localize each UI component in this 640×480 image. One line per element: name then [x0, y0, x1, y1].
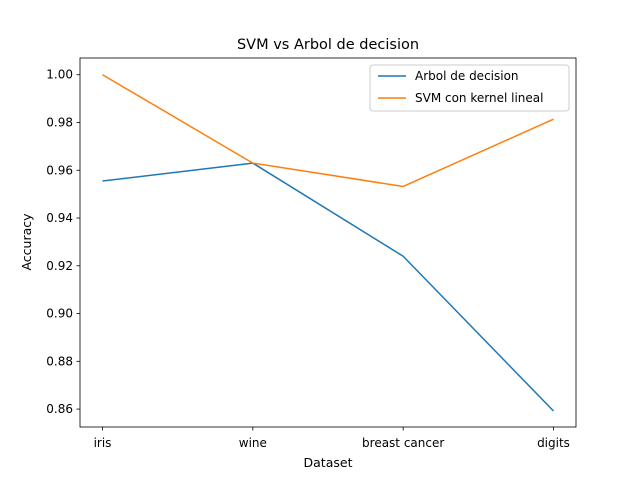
plot-area: 0.86 0.88 0.90 0.92 0.94 0.96 0.98 1.00 iris wine…	[46, 57, 577, 450]
series-line-1	[102, 162, 555, 412]
x-tick-label: digits	[537, 436, 570, 450]
y-tick-label: 0.92	[46, 259, 73, 273]
y-tick-label: 0.94	[46, 211, 73, 225]
x-tick-label: breast cancer	[362, 436, 444, 450]
x-tick-label: wine	[239, 436, 267, 450]
series-line-2	[102, 74, 554, 188]
y-axis-label: Accuracy	[19, 213, 34, 271]
y-tick-label: 0.96	[46, 163, 73, 177]
x-tick-label: iris	[94, 436, 112, 450]
y-tick-label: 0.88	[46, 354, 73, 368]
axes-frame	[79, 57, 577, 428]
y-tick-label: 0.98	[46, 115, 73, 129]
y-tick-label: 1.00	[46, 68, 73, 82]
y-tick-label: 0.90	[46, 307, 73, 321]
chart-title: SVM vs Arbol de decision	[237, 37, 419, 53]
legend-box	[369, 64, 570, 112]
x-axis-label: Dataset	[304, 455, 353, 470]
legend-label-2: SVM con kernel lineal	[415, 91, 543, 105]
legend-label-1: Arbol de decision	[415, 69, 519, 83]
y-tick-label: 0.86	[46, 402, 73, 416]
